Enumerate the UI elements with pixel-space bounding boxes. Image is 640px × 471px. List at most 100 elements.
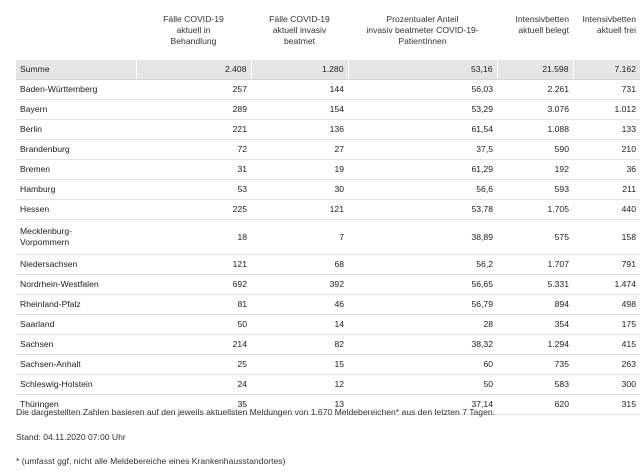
table-row: Rheinland-Pfalz 81 46 56,79 894 498 <box>16 294 640 316</box>
cell-value: 583 <box>497 374 573 396</box>
table-row: Niedersachsen 121 68 56,2 1.707 791 <box>16 254 640 276</box>
cell-value: 60 <box>348 354 497 376</box>
summary-row: Summe 2.408 1.280 53,16 21.598 7.162 <box>16 60 640 81</box>
column-header-line: aktuell belegt <box>518 25 569 35</box>
cell-value: 5.331 <box>497 274 573 296</box>
column-header-line: Fälle COVID-19 <box>269 14 330 24</box>
cell-value: 210 <box>573 139 640 161</box>
cell-value: 30 <box>251 179 348 201</box>
state-name: Baden-Württemberg <box>16 79 136 101</box>
cell-value: 38,32 <box>348 334 497 356</box>
cell-value: 21.598 <box>496 60 573 81</box>
cell-value: 7 <box>251 219 348 256</box>
state-name: Hessen <box>16 199 136 221</box>
state-name-line: Mecklenburg- <box>20 226 73 237</box>
state-name: Nordrhein-Westfalen <box>16 274 136 296</box>
cell-value: 46 <box>251 294 348 316</box>
column-header-line: aktuell frei <box>596 25 636 35</box>
table-row: Brandenburg 72 27 37,5 590 210 <box>16 139 640 161</box>
cell-value: 263 <box>573 354 640 376</box>
timestamp: Stand: 04.11.2020 07:00 Uhr <box>16 432 126 442</box>
cell-value: 315 <box>573 394 640 416</box>
cell-value: 2.261 <box>497 79 573 101</box>
cell-value: 28 <box>348 314 497 336</box>
table-row: Bayern 289 154 53,29 3.076 1.012 <box>16 99 640 121</box>
cell-value: 1.474 <box>573 274 640 296</box>
cell-value: 620 <box>497 394 573 416</box>
table-row: Sachsen-Anhalt 25 15 60 735 263 <box>16 354 640 376</box>
cell-value: 144 <box>251 79 348 101</box>
cell-value: 300 <box>573 374 640 396</box>
cell-value: 61,54 <box>348 119 497 141</box>
cell-value: 56,65 <box>348 274 497 296</box>
cell-value: 593 <box>497 179 573 201</box>
cell-value: 81 <box>136 294 251 316</box>
cell-value: 53,78 <box>348 199 497 221</box>
cell-value: 392 <box>251 274 348 296</box>
column-header-5: Intensivbetten aktuell frei <box>573 14 640 60</box>
cell-value: 590 <box>497 139 573 161</box>
state-name: Rheinland-Pfalz <box>16 294 136 316</box>
table-row: Hessen 225 121 53,78 1.705 440 <box>16 199 640 221</box>
cell-value: 225 <box>136 199 251 221</box>
cell-value: 121 <box>251 199 348 221</box>
cell-value: 3.076 <box>497 99 573 121</box>
state-name: Sachsen <box>16 334 136 356</box>
cell-value: 31 <box>136 159 251 181</box>
cell-value: 37,5 <box>348 139 497 161</box>
cell-value: 18 <box>136 219 251 256</box>
cell-value: 221 <box>136 119 251 141</box>
cell-value: 415 <box>573 334 640 356</box>
state-name: Sachsen-Anhalt <box>16 354 136 376</box>
basis-note: Die dargestellten Zahlen basieren auf de… <box>16 407 496 417</box>
cell-value: 72 <box>136 139 251 161</box>
cell-value: 354 <box>497 314 573 336</box>
cell-value: 68 <box>251 254 348 276</box>
cell-value: 56,79 <box>348 294 497 316</box>
cell-value: 575 <box>497 219 573 256</box>
cell-value: 56,6 <box>348 179 497 201</box>
cell-value: 192 <box>497 159 573 181</box>
cell-value: 158 <box>573 219 640 256</box>
state-name: Bremen <box>16 159 136 181</box>
cell-value: 692 <box>136 274 251 296</box>
footnote: * (umfasst ggf. nicht alle Meldebereiche… <box>16 456 286 466</box>
column-header-line: invasiv beatmeter COVID-19- <box>366 25 479 35</box>
cell-value: 50 <box>348 374 497 396</box>
table-row: Bremen 31 19 61,29 192 36 <box>16 159 640 181</box>
column-header-line: beatmet <box>283 36 316 46</box>
state-name: Berlin <box>16 119 136 141</box>
column-header-1: Fälle COVID-19 aktuell in Behandlung <box>136 14 251 60</box>
state-name: Schleswig-Holstein <box>16 374 136 396</box>
cell-value: 56,2 <box>348 254 497 276</box>
cell-value: 1.280 <box>250 60 348 81</box>
cell-value: 12 <box>251 374 348 396</box>
cell-value: 7.162 <box>572 60 640 81</box>
column-header-0 <box>16 14 136 60</box>
cell-value: 19 <box>251 159 348 181</box>
cell-value: 440 <box>573 199 640 221</box>
column-header-3: Prozentualer Anteil invasiv beatmeter COV… <box>348 14 497 60</box>
column-header-line: aktuell invasiv <box>272 25 327 35</box>
cell-value: 136 <box>251 119 348 141</box>
table-row: Hamburg 53 30 56,6 593 211 <box>16 179 640 201</box>
state-name: Brandenburg <box>16 139 136 161</box>
cell-value: 15 <box>251 354 348 376</box>
table-body: Summe 2.408 1.280 53,16 21.598 7.162 Baden-Wür… <box>16 60 640 416</box>
state-name: Bayern <box>16 99 136 121</box>
cell-value: 214 <box>136 334 251 356</box>
table-row: Berlin 221 136 61,54 1.088 133 <box>16 119 640 141</box>
column-header-line: aktuell in <box>176 25 211 35</box>
column-header-line: Intensivbetten <box>582 14 636 24</box>
header-row: Fälle COVID-19 aktuell in Behandlung Fälle … <box>16 14 640 60</box>
table-row: Thüringen 35 13 37,14 620 315 <box>16 394 640 416</box>
column-header-line: Prozentualer Anteil <box>386 14 459 24</box>
cell-value: 894 <box>497 294 573 316</box>
state-name: Thüringen <box>16 394 136 416</box>
cell-value: 791 <box>573 254 640 276</box>
cell-value: 50 <box>136 314 251 336</box>
cell-value: 1.707 <box>497 254 573 276</box>
cell-value: 731 <box>573 79 640 101</box>
column-header-4: Intensivbetten aktuell belegt <box>497 14 573 60</box>
cell-value: 175 <box>573 314 640 336</box>
